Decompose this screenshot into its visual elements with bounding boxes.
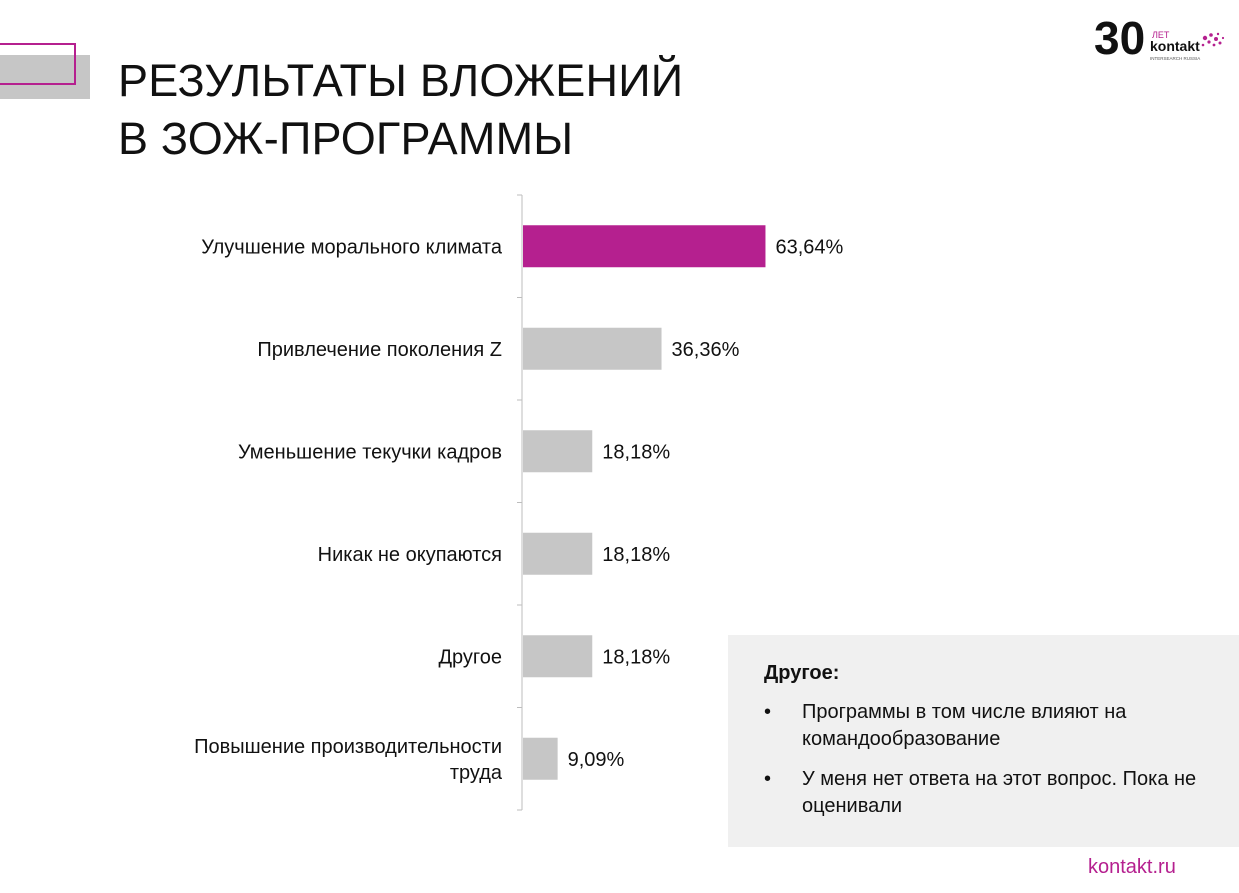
bar [523,635,593,678]
title-line-2: В ЗОЖ-ПРОГРАММЫ [118,113,574,164]
bar-value-label: 36,36% [672,339,740,361]
category-label: Уменьшение текучки кадров [238,441,502,463]
logo-dots-icon [1201,32,1225,47]
note-item: У меня нет ответа на этот вопрос. Пока н… [764,766,1202,820]
logo-sub-text: INTERSEARCH RUSSIA [1150,56,1200,61]
category-label: Другое [438,646,502,668]
title-line-1: РЕЗУЛЬТАТЫ ВЛОЖЕНИЙ [118,55,684,106]
bar-value-label: 18,18% [602,544,670,566]
note-list: Программы в том числе влияют на командоо… [764,699,1239,820]
logo-brand-text: kontakt [1150,38,1200,54]
bar [523,430,593,473]
note-item: Программы в том числе влияют на командоо… [764,699,1202,753]
decor-accent-frame [0,43,76,85]
logo-small-text: ЛЕТ [1152,30,1170,40]
footer-site-link[interactable]: kontakt.ru [1088,856,1176,878]
other-answers-box: Другое: Программы в том числе влияют на … [728,635,1239,847]
bar [523,737,558,780]
logo-number: 30 [1094,12,1145,64]
category-label: Повышение производительности [194,736,502,758]
page-title: РЕЗУЛЬТАТЫ ВЛОЖЕНИЙ В ЗОЖ-ПРОГРАММЫ [118,52,683,168]
bar [523,225,766,268]
bar-value-label: 9,09% [568,749,625,771]
category-label: труда [450,762,503,784]
bar-value-label: 18,18% [602,646,670,668]
category-label: Никак не окупаются [318,544,502,566]
kontakt-logo: 30 ЛЕТ kontakt INTERSEARCH RUSSIA [1094,12,1225,64]
bar-value-label: 18,18% [602,441,670,463]
category-label: Привлечение поколения Z [257,339,502,361]
bar [523,532,593,575]
bar [523,327,662,370]
category-label: Улучшение морального климата [201,236,503,258]
note-title: Другое: [764,662,840,684]
bar-value-label: 63,64% [775,236,843,258]
